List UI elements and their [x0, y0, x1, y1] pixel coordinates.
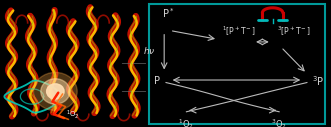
Text: $^1$O$_2$: $^1$O$_2$: [66, 108, 80, 121]
Text: $^3$[P$^+$T$^-$]: $^3$[P$^+$T$^-$]: [277, 25, 311, 38]
Text: P$^*$: P$^*$: [162, 6, 175, 20]
Circle shape: [41, 79, 70, 104]
Text: P: P: [155, 76, 161, 86]
Circle shape: [47, 84, 64, 99]
Circle shape: [33, 72, 77, 110]
Text: $^3$P: $^3$P: [312, 74, 325, 88]
Text: $^1$O$_2$: $^1$O$_2$: [178, 117, 194, 127]
Text: h$\nu$: h$\nu$: [143, 45, 156, 56]
Text: $^1$[P$^+$T$^-$]: $^1$[P$^+$T$^-$]: [222, 25, 256, 38]
Text: $^3$O$_2$: $^3$O$_2$: [271, 117, 287, 127]
